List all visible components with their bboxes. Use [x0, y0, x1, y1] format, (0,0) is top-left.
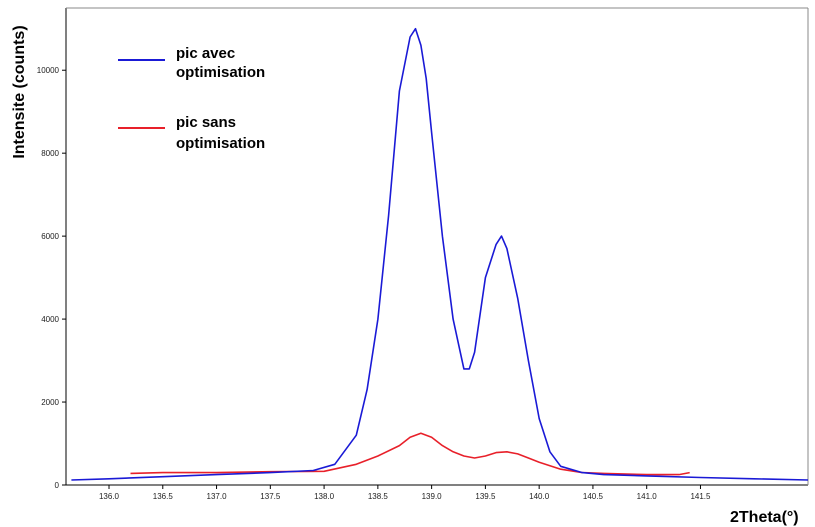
x-tick-label: 141.5: [690, 492, 711, 501]
y-tick-label: 4000: [41, 315, 59, 324]
x-tick-label: 140.0: [529, 492, 550, 501]
x-tick-label: 141.0: [637, 492, 658, 501]
legend-label-sans-line2: optimisation: [176, 135, 265, 152]
y-tick-label: 2000: [41, 398, 59, 407]
x-tick-label: 138.0: [314, 492, 335, 501]
legend-label-avec-line2: optimisation: [176, 64, 265, 81]
x-tick-label: 139.5: [475, 492, 496, 501]
plot-frame: [65, 7, 809, 486]
x-tick-label: 138.5: [368, 492, 389, 501]
y-tick-label: 0: [55, 481, 60, 490]
y-tick-label: 6000: [41, 232, 59, 241]
y-axis-title: Intensite (counts): [11, 25, 28, 158]
legend: pic avec optimisation pic sans optimisat…: [118, 45, 265, 152]
series-line-avec-optimisation: [71, 27, 809, 481]
x-tick-label: 137.0: [207, 492, 228, 501]
x-tick-label: 140.5: [583, 492, 604, 501]
tick-layer: 136.0 136.5 137.0 137.5 138.0 138.5 139.0 139.5…: [37, 66, 711, 501]
x-tick-label: 136.0: [99, 492, 120, 501]
x-axis-title: 2Theta(°): [730, 509, 799, 526]
series-line-sans-optimisation: [130, 432, 690, 476]
legend-label-sans-line1: pic sans: [176, 114, 236, 131]
x-tick-label: 137.5: [260, 492, 281, 501]
series-layer: [71, 27, 809, 481]
y-tick-label: 8000: [41, 149, 59, 158]
x-tick-label: 136.5: [153, 492, 174, 501]
legend-label-avec-line1: pic avec: [176, 45, 235, 62]
x-tick-label: 139.0: [422, 492, 443, 501]
y-tick-label: 10000: [37, 66, 60, 75]
